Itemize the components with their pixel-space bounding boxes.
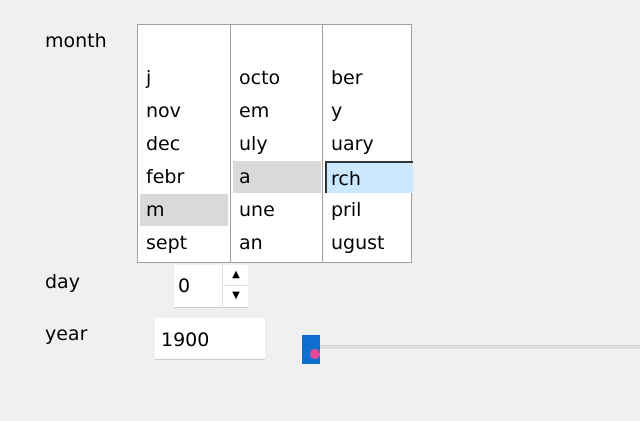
- list-item[interactable]: em: [239, 100, 270, 122]
- year-slider-track[interactable]: [320, 345, 640, 349]
- year-input[interactable]: 1900: [155, 318, 265, 360]
- list-item[interactable]: une: [239, 199, 275, 221]
- list-item[interactable]: a: [233, 161, 321, 193]
- year-label: year: [45, 323, 88, 345]
- list-item[interactable]: y: [331, 100, 343, 122]
- list-item[interactable]: ugust: [331, 232, 385, 254]
- month-listbox[interactable]: j nov dec febr m sept octo em uly a une an ber y uary r…: [137, 24, 415, 263]
- list-item[interactable]: uary: [331, 133, 374, 155]
- list-item[interactable]: an: [239, 232, 263, 254]
- list-item[interactable]: uly: [239, 133, 268, 155]
- day-value[interactable]: 0: [178, 275, 191, 297]
- triangle-down-icon: ▼: [232, 290, 240, 301]
- list-item[interactable]: rch: [325, 161, 413, 193]
- day-down-button[interactable]: ▼: [222, 286, 249, 306]
- list-item[interactable]: octo: [239, 67, 281, 89]
- list-item[interactable]: nov: [146, 100, 181, 122]
- day-spinbox[interactable]: 0 ▲ ▼: [174, 265, 249, 308]
- list-column: octo em uly a une an: [230, 25, 323, 262]
- list-column: j nov dec febr m sept: [138, 25, 230, 262]
- day-label: day: [45, 271, 80, 293]
- list-item[interactable]: j: [146, 67, 152, 89]
- day-up-button[interactable]: ▲: [222, 265, 249, 286]
- list-item[interactable]: ber: [331, 67, 363, 89]
- month-label: month: [45, 30, 107, 52]
- list-item[interactable]: m: [140, 194, 228, 226]
- list-column: ber y uary rch pril ugust: [322, 25, 415, 262]
- list-item[interactable]: sept: [146, 232, 188, 254]
- triangle-up-icon: ▲: [232, 269, 240, 280]
- list-item[interactable]: dec: [146, 133, 181, 155]
- list-item[interactable]: febr: [146, 166, 185, 188]
- cursor-dot-icon: [310, 349, 320, 359]
- list-item[interactable]: pril: [331, 199, 362, 221]
